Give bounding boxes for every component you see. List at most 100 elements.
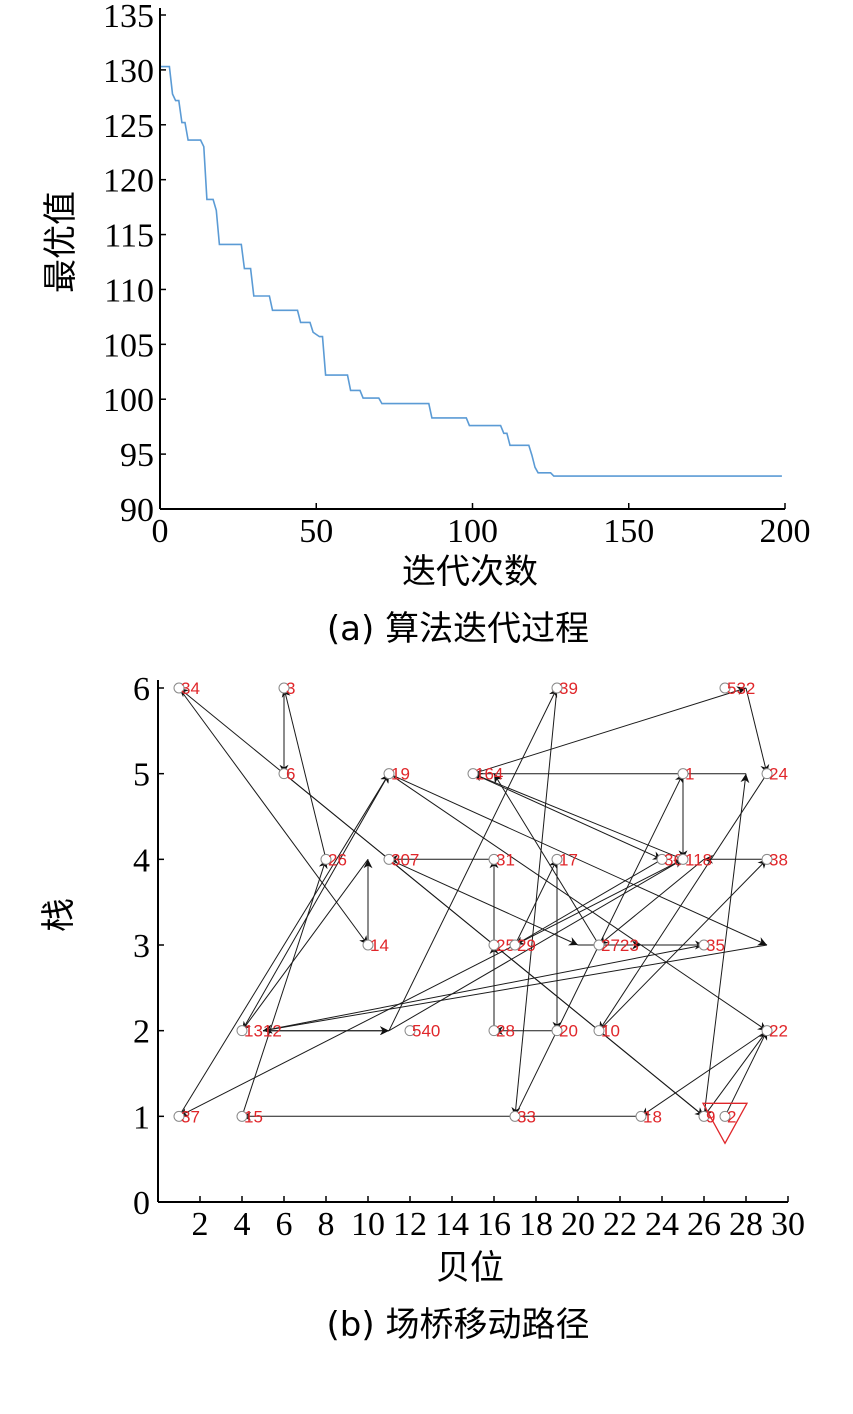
node-label: 20	[559, 1022, 578, 1041]
path-segment	[472, 686, 747, 775]
node-label: 38	[769, 850, 788, 869]
node-label: 2	[727, 1107, 736, 1126]
x-tick-label: 4	[234, 1206, 251, 1243]
node-label: 28	[496, 1022, 515, 1041]
node-point	[677, 853, 689, 865]
start-marker	[701, 1102, 749, 1145]
node-point	[593, 939, 605, 951]
move-path	[178, 686, 770, 1121]
path-segment	[388, 858, 684, 1032]
node-label: 22	[769, 1022, 788, 1041]
node-point	[236, 1025, 248, 1037]
node-point	[761, 768, 773, 780]
x-tick-label: 6	[276, 1206, 293, 1243]
x-tick-label: 150	[603, 513, 654, 550]
path-segment	[262, 944, 705, 1034]
node-label: 19	[391, 765, 410, 784]
path-segment	[745, 687, 770, 774]
node-label: 26	[328, 850, 347, 869]
node-label: 164	[475, 765, 503, 784]
node-label: 540	[412, 1022, 440, 1041]
y-tick-label: 120	[103, 163, 154, 200]
path-segment	[241, 859, 369, 1031]
y-tick-label: 90	[120, 492, 154, 529]
node-point	[404, 1025, 416, 1037]
y-tick-label: 95	[120, 437, 154, 474]
path-segment	[472, 773, 663, 860]
x-tick-label: 24	[645, 1206, 679, 1243]
path-segment	[281, 687, 327, 860]
path-segment	[703, 773, 750, 1117]
node-label: 1312	[244, 1022, 282, 1041]
node-point	[173, 682, 185, 694]
path-segment	[388, 773, 768, 946]
y-tick-label: 3	[133, 928, 150, 965]
node-point	[173, 1110, 185, 1122]
node-point	[383, 853, 395, 865]
node-point	[677, 768, 689, 780]
y-tick-label: 135	[103, 0, 154, 35]
node-point	[656, 853, 668, 865]
y-tick-label: 115	[104, 218, 154, 255]
y-tick-label: 130	[103, 53, 154, 90]
path-segment	[598, 858, 768, 1032]
x-tick-label: 12	[393, 1206, 427, 1243]
path-segment	[598, 858, 705, 946]
y-axis-label: 栈	[39, 898, 79, 932]
path-segment	[241, 773, 390, 1031]
x-tick-label: 2	[192, 1206, 209, 1243]
node-point	[593, 1025, 605, 1037]
node-label: 35	[706, 936, 725, 955]
path-segment	[262, 944, 768, 1034]
y-tick-label: 125	[103, 108, 154, 145]
path-segment	[514, 859, 558, 946]
y-tick-label: 110	[104, 272, 154, 309]
x-axis-label: 迭代次数	[402, 552, 538, 592]
y-tick-label: 6	[133, 671, 150, 708]
path-segment	[241, 859, 328, 1117]
node-markers: 34 3 39 532 6 19 164 1 24 26 307 31 17 36 118 38 14 25 29 2…	[173, 679, 788, 1126]
x-tick-label: 16	[477, 1206, 511, 1243]
node-point	[509, 939, 521, 951]
node-point	[278, 682, 290, 694]
node-point	[383, 768, 395, 780]
x-tick-label: 26	[687, 1206, 721, 1243]
x-tick-label: 100	[447, 513, 498, 550]
x-tick-label: 14	[435, 1206, 469, 1243]
node-point	[320, 853, 332, 865]
node-label: 118	[685, 850, 712, 869]
path-segment	[640, 1030, 768, 1117]
node-label: 6	[286, 765, 295, 784]
node-label: 33	[517, 1107, 536, 1126]
node-label: 25	[496, 936, 515, 955]
node-point	[509, 1110, 521, 1122]
node-point	[467, 768, 479, 780]
x-tick-label: 50	[299, 513, 333, 550]
y-tick-label: 105	[103, 327, 154, 364]
node-label: 15	[244, 1107, 263, 1126]
y-tick-label: 100	[103, 382, 154, 419]
node-point	[698, 1110, 710, 1122]
node-point	[698, 939, 710, 951]
x-axis-label: 贝位	[436, 1248, 504, 1288]
path-segment	[493, 773, 600, 946]
node-label: 37	[181, 1107, 200, 1126]
x-tick-label: 30	[771, 1206, 805, 1243]
node-point	[488, 1025, 500, 1037]
y-tick-label: 1	[133, 1099, 150, 1136]
node-point	[488, 939, 500, 951]
path-segment	[388, 858, 579, 946]
node-label: 14	[370, 936, 389, 955]
node-point	[278, 768, 290, 780]
path-segment	[178, 858, 684, 1117]
y-tick-label: 0	[133, 1185, 150, 1222]
path-segment	[178, 773, 390, 1117]
node-label: 29	[517, 936, 536, 955]
x-tick-label: 10	[351, 1206, 385, 1243]
node-label: 18	[643, 1107, 662, 1126]
convergence-chart: 90 95 100 105 110 115 120 125 130 135 0 50 100 150 20…	[41, 0, 811, 649]
node-point	[488, 853, 500, 865]
path-segment	[598, 773, 768, 1031]
